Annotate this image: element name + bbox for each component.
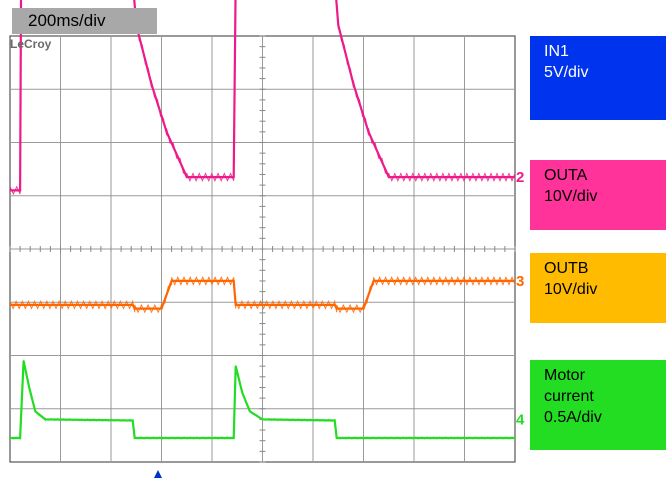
outa-label-box: OUTA 10V/div xyxy=(530,160,666,230)
outb-scale: 10V/div xyxy=(544,281,598,298)
trigger-position-icon xyxy=(154,470,162,478)
channel-marker-4: 4 xyxy=(516,411,525,428)
channel-markers: 1234 xyxy=(154,169,525,478)
trace-noise xyxy=(9,359,516,440)
timebase-label: 200ms/div xyxy=(12,8,157,34)
trace-noise xyxy=(9,275,516,314)
outb-label-box: OUTB 10V/div xyxy=(530,253,666,323)
in1-label-box: IN1 5V/div xyxy=(530,36,666,120)
in1-scale: 5V/div xyxy=(544,64,589,81)
motor-name: Motor xyxy=(544,367,585,384)
channel-marker-2: 2 xyxy=(516,169,524,186)
channel-marker-3: 3 xyxy=(516,273,524,290)
outa-scale: 10V/div xyxy=(544,188,598,205)
outb-name: OUTB xyxy=(544,260,589,277)
lecroy-logo: LeCroy xyxy=(10,37,52,51)
motor-unit: current xyxy=(544,388,594,405)
plot-grid xyxy=(9,35,516,463)
in1-name: IN1 xyxy=(544,43,569,60)
plot-traces xyxy=(9,0,516,440)
motor-scale: 0.5A/div xyxy=(544,409,602,426)
outa-name: OUTA xyxy=(544,167,588,184)
trace-noise xyxy=(9,0,516,196)
motor-label-box: Motor current 0.5A/div xyxy=(530,360,666,450)
